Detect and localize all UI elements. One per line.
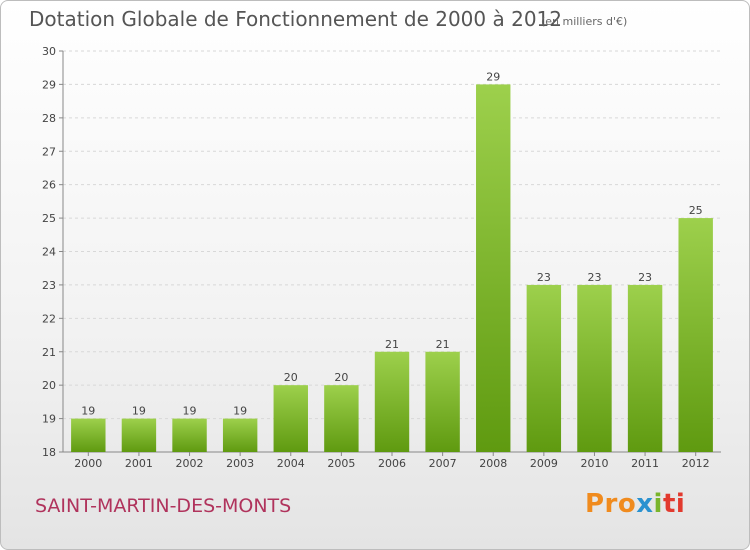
bar-2004 xyxy=(273,385,308,452)
bar-2003 xyxy=(222,418,258,452)
x-tick-label-2010: 2010 xyxy=(580,457,608,470)
x-tick-label-2012: 2012 xyxy=(682,457,710,470)
x-tick-label-2011: 2011 xyxy=(631,457,659,470)
chart-subtitle: (en milliers d'€) xyxy=(541,15,628,28)
bars xyxy=(71,84,713,453)
bar-2009 xyxy=(526,284,562,452)
x-tick-label-2001: 2001 xyxy=(125,457,153,470)
value-label-2010: 23 xyxy=(587,271,601,284)
value-label-2007: 21 xyxy=(436,338,450,351)
commune-name: SAINT-MARTIN-DES-MONTS xyxy=(35,495,292,517)
value-label-2008: 29 xyxy=(486,70,500,83)
value-label-2006: 21 xyxy=(385,338,399,351)
y-tick-label-21: 21 xyxy=(42,346,56,359)
bar-2005 xyxy=(324,385,359,452)
x-tick-label-2002: 2002 xyxy=(176,457,204,470)
proxiti-logo[interactable]: Proxiti xyxy=(585,489,685,519)
bar-2012 xyxy=(678,218,713,452)
x-tick-label-2007: 2007 xyxy=(429,457,457,470)
logo-part-4: ti xyxy=(662,489,686,519)
x-tick-label-2005: 2005 xyxy=(327,457,355,470)
logo-part-1: Pro xyxy=(585,489,637,519)
y-tick-label-27: 27 xyxy=(42,145,56,158)
labels: 18 19 20 21 22 23 24 25 26 27 28 29 30 19 2000 19 2001 19… xyxy=(42,45,710,470)
y-tick-label-23: 23 xyxy=(42,279,56,292)
bar-2001 xyxy=(121,418,157,452)
value-label-2012: 25 xyxy=(689,204,703,217)
value-label-2001: 19 xyxy=(132,405,146,418)
value-label-2004: 20 xyxy=(284,371,298,384)
logo-part-2: x xyxy=(636,489,654,519)
value-label-2005: 20 xyxy=(334,371,348,384)
bar-2002 xyxy=(172,418,207,452)
x-tick-label-2000: 2000 xyxy=(74,457,102,470)
y-tick-label-26: 26 xyxy=(42,179,56,192)
value-label-2011: 23 xyxy=(638,271,652,284)
bar-2006 xyxy=(374,351,410,452)
y-tick-label-22: 22 xyxy=(42,312,56,325)
bar-2008 xyxy=(476,84,511,453)
logo-part-3: i xyxy=(653,489,663,519)
value-label-2009: 23 xyxy=(537,271,551,284)
x-tick-label-2003: 2003 xyxy=(226,457,254,470)
x-tick-label-2009: 2009 xyxy=(530,457,558,470)
value-label-2000: 19 xyxy=(81,405,95,418)
bar-2011 xyxy=(627,284,663,452)
y-tick-label-18: 18 xyxy=(42,446,56,459)
y-tick-label-25: 25 xyxy=(42,212,56,225)
x-tick-label-2006: 2006 xyxy=(378,457,406,470)
y-tick-label-19: 19 xyxy=(42,413,56,426)
y-tick-label-20: 20 xyxy=(42,379,56,392)
chart-title: Dotation Globale de Fonctionnement de 20… xyxy=(29,7,562,31)
value-label-2003: 19 xyxy=(233,405,247,418)
y-tick-label-28: 28 xyxy=(42,112,56,125)
bar-2010 xyxy=(577,284,612,452)
x-tick-label-2004: 2004 xyxy=(277,457,305,470)
bar-2000 xyxy=(71,418,106,452)
y-tick-label-30: 30 xyxy=(42,45,56,58)
x-tick-label-2008: 2008 xyxy=(479,457,507,470)
y-tick-label-24: 24 xyxy=(42,246,56,259)
value-label-2002: 19 xyxy=(183,405,197,418)
bar-2007 xyxy=(425,351,460,452)
y-tick-label-29: 29 xyxy=(42,78,56,91)
